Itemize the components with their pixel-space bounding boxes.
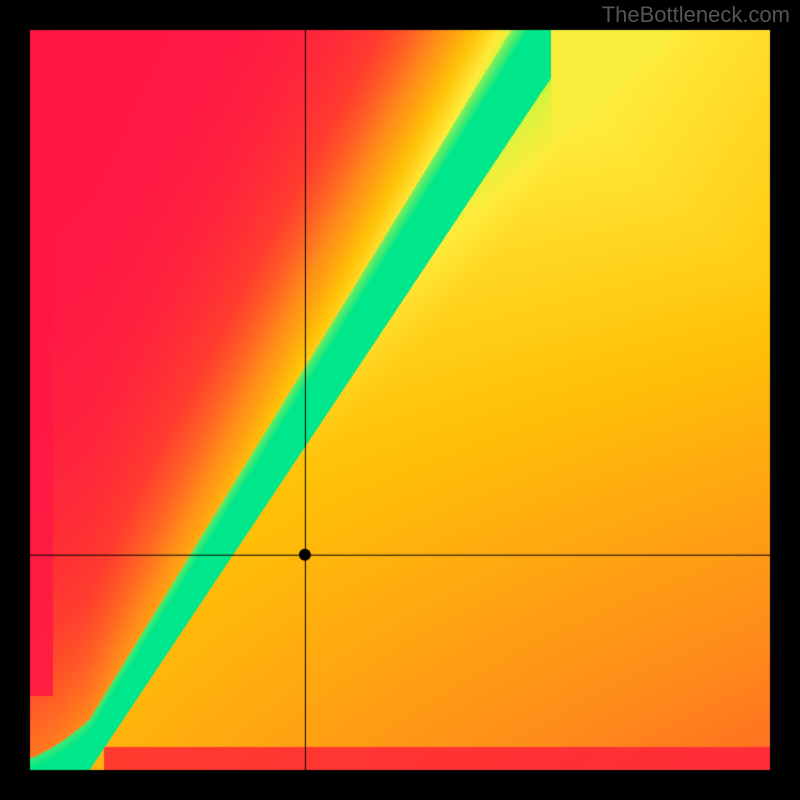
- bottleneck-heatmap: [0, 0, 800, 800]
- chart-container: TheBottleneck.com: [0, 0, 800, 800]
- watermark-text: TheBottleneck.com: [602, 2, 790, 28]
